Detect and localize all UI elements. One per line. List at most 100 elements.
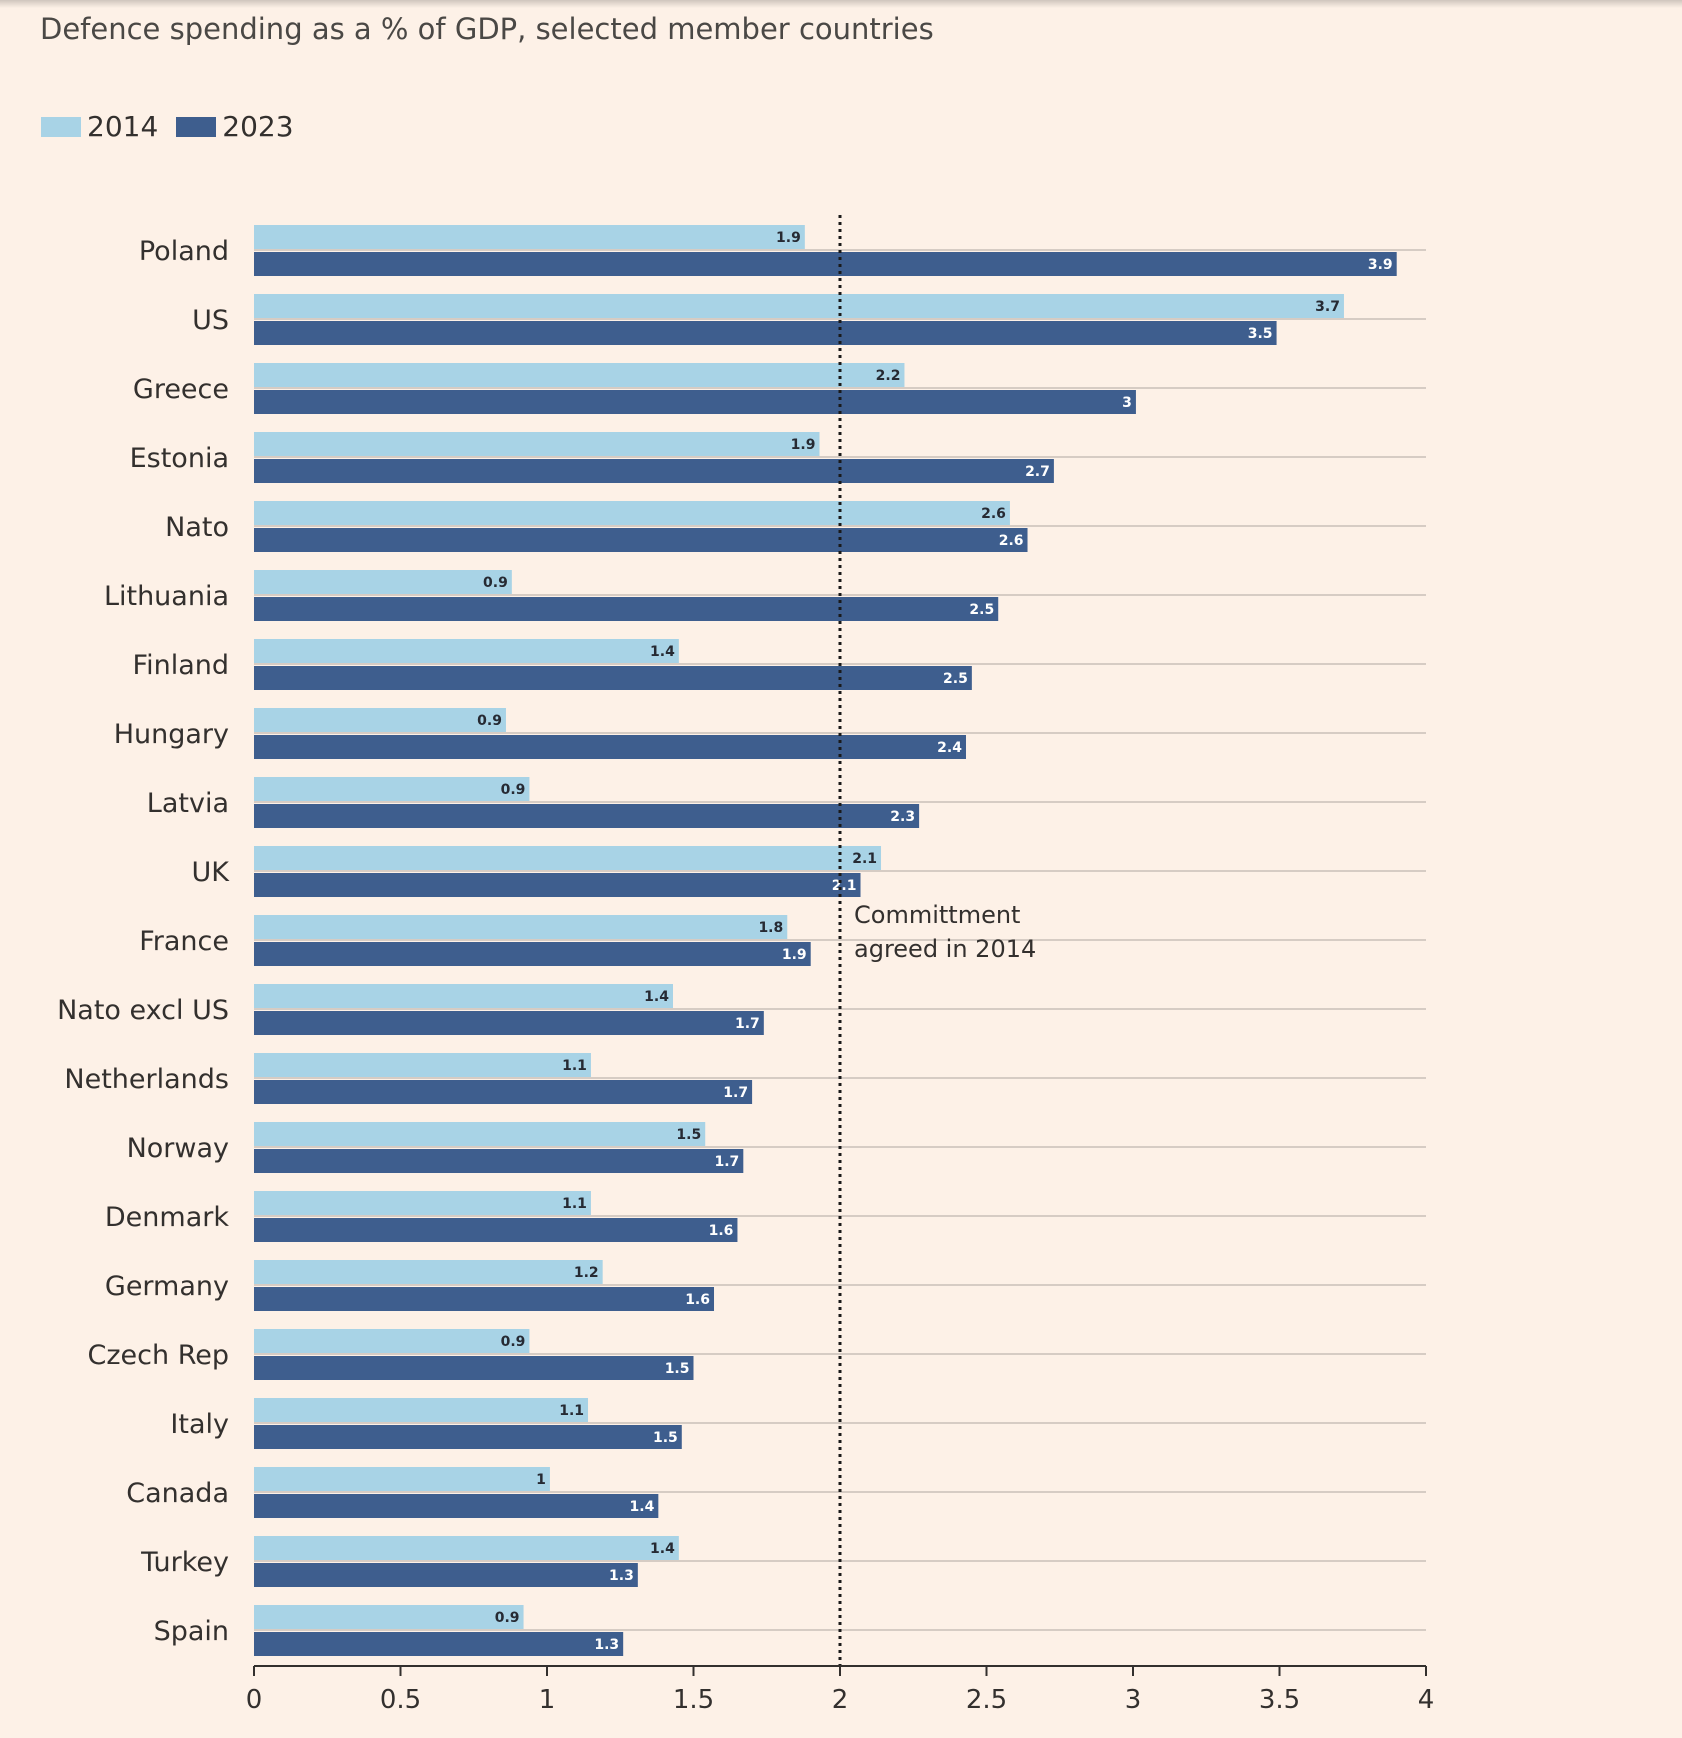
category-label: Latvia [147, 788, 229, 819]
bar-2023 [254, 942, 811, 966]
bar-value-label: 3.9 [1368, 257, 1393, 273]
bar-value-label: 1.9 [782, 947, 807, 963]
bar-value-label: 1.9 [776, 230, 801, 246]
x-tick-label: 3 [1125, 1685, 1142, 1715]
bar-2014 [254, 639, 679, 663]
x-tick-label: 3.5 [1259, 1685, 1300, 1715]
bar-2014 [254, 1605, 524, 1629]
bar-value-label: 1.8 [758, 920, 783, 936]
bar-value-label: 1.4 [644, 989, 669, 1005]
bar-2014 [254, 846, 882, 870]
bar-2014 [254, 708, 506, 732]
bar-value-label: 3.5 [1248, 326, 1273, 342]
bar-2023 [254, 1080, 753, 1104]
bar-2023 [254, 804, 920, 828]
top-shadow [0, 0, 1682, 8]
category-label: France [139, 926, 229, 957]
bar-2023 [254, 1149, 744, 1173]
bar-value-label: 1 [536, 1472, 546, 1488]
category-label: Estonia [130, 443, 229, 474]
bar-2014 [254, 915, 788, 939]
legend-label-2023: 2023 [222, 110, 294, 143]
bar-value-label: 2.5 [969, 602, 994, 618]
x-tick-label: 2 [832, 1685, 849, 1715]
category-label: Italy [170, 1409, 229, 1440]
category-label: Greece [133, 374, 229, 405]
bar-value-label: 1.3 [609, 1568, 634, 1584]
bar-2023 [254, 528, 1028, 552]
bar-value-label: 1.6 [685, 1292, 710, 1308]
category-label: Lithuania [104, 581, 229, 612]
bar-2023 [254, 735, 966, 759]
reference-annotation: Committment [854, 901, 1020, 929]
bar-2014 [254, 1122, 706, 1146]
bar-2023 [254, 1011, 764, 1035]
bar-value-label: 1.4 [630, 1499, 655, 1515]
x-tick-label: 0.5 [380, 1685, 421, 1715]
category-label: Netherlands [64, 1064, 229, 1095]
bar-value-label: 1.1 [559, 1403, 584, 1419]
x-tick-label: 0 [246, 1685, 263, 1715]
legend-label-2014: 2014 [87, 110, 159, 143]
bar-2014 [254, 432, 820, 456]
bar-value-label: 0.9 [501, 1334, 526, 1350]
bar-value-label: 2.1 [852, 851, 877, 867]
category-label: US [192, 305, 229, 336]
bar-2023 [254, 873, 861, 897]
bar-value-label: 2.6 [999, 533, 1024, 549]
bar-value-label: 1.7 [714, 1154, 739, 1170]
bar-2014 [254, 1398, 589, 1422]
chart-title: Defence spending as a % of GDP, selected… [40, 12, 934, 46]
bar-value-label: 1.4 [650, 1541, 675, 1557]
bar-value-label: 3 [1122, 395, 1132, 411]
bar-2023 [254, 321, 1277, 345]
category-label: Spain [154, 1616, 229, 1647]
bar-value-label: 0.9 [483, 575, 508, 591]
bars: 1.9 3.9 3.7 3.5 2.2 3 1.9 2.7 2.6 2.6 0.9 2.5 1.4 2.5… [254, 225, 1397, 1656]
bar-2014 [254, 294, 1344, 318]
bar-2014 [254, 363, 905, 387]
bar-value-label: 1.4 [650, 644, 675, 660]
bar-value-label: 3.7 [1315, 299, 1340, 315]
bar-2023 [254, 1425, 682, 1449]
x-axis: 0 0.5 1 1.5 2 2.5 3 3.5 4 [246, 1665, 1434, 1715]
bar-value-label: 2.1 [832, 878, 857, 894]
bar-2023 [254, 1218, 738, 1242]
bar-2023 [254, 252, 1397, 276]
legend-swatch-2014 [41, 116, 81, 137]
bar-value-label: 1.3 [594, 1637, 619, 1653]
category-label: Hungary [114, 719, 229, 750]
reference-line-group: Committment agreed in 2014 [838, 215, 1036, 1666]
legend-swatch-2023 [176, 116, 217, 137]
bar-value-label: 2.2 [876, 368, 901, 384]
bar-2023 [254, 1563, 638, 1587]
bar-2014 [254, 1053, 591, 1077]
bar-value-label: 1.1 [562, 1058, 587, 1074]
bar-value-label: 2.7 [1025, 464, 1050, 480]
category-label: Turkey [140, 1547, 229, 1578]
bar-2023 [254, 1494, 659, 1518]
bar-2023 [254, 597, 999, 621]
reference-annotation: agreed in 2014 [854, 935, 1036, 963]
bar-2014 [254, 1536, 679, 1560]
bar-value-label: 2.3 [890, 809, 915, 825]
bar-value-label: 1.5 [653, 1430, 678, 1446]
bar-value-label: 1.6 [709, 1223, 734, 1239]
bar-2014 [254, 984, 673, 1008]
bar-value-label: 1.5 [676, 1127, 701, 1143]
bar-value-label: 0.9 [495, 1610, 520, 1626]
category-label: Denmark [105, 1202, 229, 1233]
bar-2014 [254, 570, 512, 594]
category-label: Germany [105, 1271, 229, 1302]
category-label: Czech Rep [88, 1340, 229, 1371]
x-tick-label: 2.5 [966, 1685, 1007, 1715]
bar-2023 [254, 459, 1054, 483]
bar-2014 [254, 1329, 530, 1353]
bar-value-label: 1.9 [791, 437, 816, 453]
bar-value-label: 2.5 [943, 671, 968, 687]
bar-2023 [254, 390, 1136, 414]
bar-value-label: 2.6 [981, 506, 1006, 522]
x-tick-label: 1 [539, 1685, 556, 1715]
legend-item-2014: 2014 [41, 110, 158, 143]
category-label: Nato [165, 512, 229, 543]
